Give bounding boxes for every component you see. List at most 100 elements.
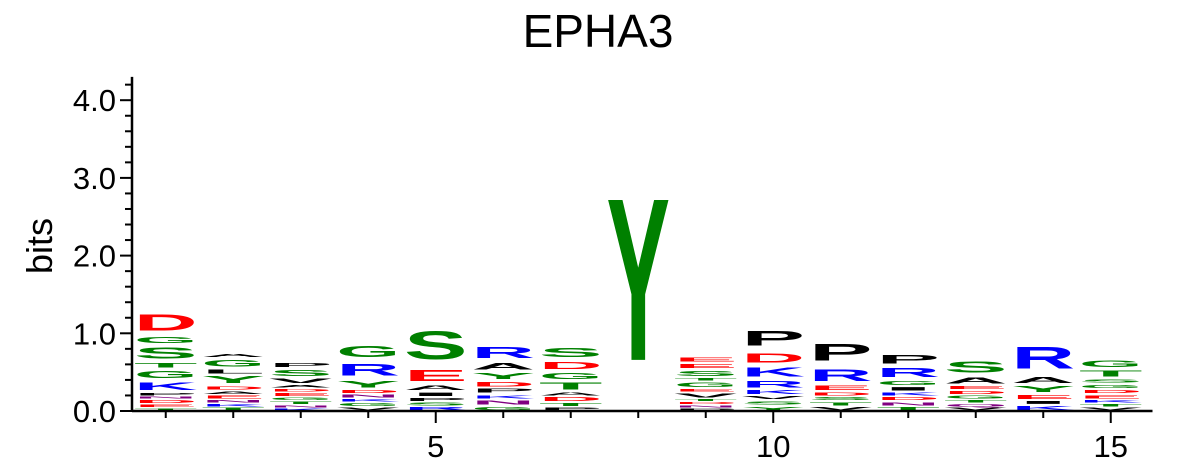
logo-letter: S — [134, 345, 197, 362]
logo-letter: I — [877, 386, 940, 391]
logo-glyphs: TEDNPKGTSGDTKNEADYLGAKNTGEDAVSPVGKNDYRGR… — [134, 149, 1143, 411]
logo-letter: P — [742, 326, 805, 350]
logo-letter: K — [742, 365, 805, 379]
logo-letter: G — [1079, 384, 1142, 389]
logo-letter: D — [539, 360, 603, 372]
logo-letter: N — [337, 394, 401, 399]
logo-letter: T — [944, 399, 1008, 403]
logo-letter: T — [269, 401, 333, 405]
logo-letter: D — [472, 381, 536, 388]
logo-letter: E — [269, 392, 332, 397]
logo-letter: A — [472, 361, 536, 371]
logo-letter: G — [134, 369, 197, 380]
logo-letter: D — [1079, 389, 1143, 394]
logo-letter: E — [202, 395, 265, 400]
logo-letter: T — [134, 362, 198, 369]
logo-letter: T — [202, 407, 266, 411]
logo-letter: E — [1012, 394, 1075, 400]
logo-letter: Q — [944, 403, 1007, 407]
logo-letter: G — [944, 395, 1007, 400]
logo-letter: E — [809, 385, 872, 392]
y-tick-label: 0.0 — [73, 394, 116, 429]
logo-letter: P — [877, 353, 940, 366]
logo-letter: A — [539, 392, 603, 397]
logo-letter: R — [1012, 340, 1075, 375]
logo-letter: K — [1012, 405, 1076, 411]
logo-letter: N — [674, 405, 737, 408]
logo-letter: K — [1079, 399, 1143, 403]
y-tick-label: 3.0 — [73, 161, 116, 196]
logo-letter: P — [269, 362, 332, 368]
logo-letter: N — [877, 401, 940, 406]
logo-letter: V — [1079, 407, 1143, 411]
logo-letter: T — [1079, 369, 1142, 378]
logo-letter: A — [202, 353, 265, 358]
logo-letter: K — [742, 389, 806, 395]
logo-letter: S — [809, 396, 872, 401]
logo-letter: D — [202, 385, 265, 390]
x-tick-label: 5 — [427, 429, 444, 464]
logo-letter: G — [539, 371, 602, 380]
y-tick-label: 4.0 — [73, 83, 116, 118]
logo-letter: Y — [1012, 385, 1076, 394]
logo-letter: T — [1079, 403, 1143, 407]
logo-letter: S — [674, 369, 738, 377]
logo-letter: T — [809, 401, 873, 406]
logo-letter: G — [877, 380, 940, 386]
logo-letter: A — [404, 385, 468, 392]
logo-letter: A — [202, 391, 266, 395]
logo-letter: P — [472, 388, 535, 394]
logo-letter: D — [674, 402, 737, 405]
logo-letter: G — [472, 406, 535, 411]
logo-letter: Y — [742, 406, 805, 411]
logo-letter: G — [134, 336, 197, 345]
logo-letter: E — [1079, 394, 1142, 399]
logo-letter: V — [337, 407, 401, 411]
logo-letter: D — [944, 390, 1008, 395]
logo-letter: R — [472, 344, 535, 362]
logo-letter: T — [539, 381, 602, 392]
y-tick-label: 2.0 — [73, 239, 116, 274]
logo-letter: G — [674, 382, 737, 389]
logo-letter: I — [404, 392, 467, 397]
logo-letter: D — [134, 310, 197, 336]
logo-letter: V — [674, 392, 738, 398]
y-axis-label: bits — [19, 218, 60, 274]
logo-letter: K — [877, 392, 941, 397]
logo-letter: E — [674, 388, 737, 392]
logo-letter: D — [269, 389, 333, 393]
logo-letter: Y — [337, 379, 401, 389]
x-tick-label: 15 — [1094, 429, 1128, 464]
logo-letter: R — [809, 366, 873, 384]
logo-letter: E — [674, 363, 737, 369]
logo-letter: D — [809, 392, 873, 397]
logo-letter: T — [539, 402, 603, 407]
logo-letter: N — [134, 396, 197, 399]
logo-letter: A — [269, 385, 333, 389]
logo-letter: V — [269, 378, 333, 385]
logo-letter: G — [337, 403, 400, 408]
logo-letter: E — [404, 368, 467, 385]
logo-letter: S — [1079, 378, 1142, 383]
logo-letter: R — [742, 379, 806, 389]
logo-letter: K — [337, 399, 401, 403]
logo-letter: S — [404, 402, 467, 407]
logo-letter: R — [337, 361, 401, 379]
logo-letter: E — [674, 357, 737, 363]
logo-letter: S — [944, 359, 1007, 376]
logo-letter: S — [539, 346, 602, 360]
logo-letter: Y — [202, 375, 266, 386]
logo-letter: S — [742, 400, 805, 405]
chart-axes: 0.0 1.0 2.0 3.0 4.0 5 10 15 — [73, 76, 1153, 464]
logo-letter: D — [539, 396, 602, 402]
logo-letter: V — [742, 395, 806, 400]
logo-letter: P — [674, 408, 738, 411]
logo-letter: G — [1079, 359, 1142, 369]
logo-letter: E — [134, 404, 197, 408]
logo-letter: Y — [607, 149, 670, 409]
logo-letter: P — [809, 339, 873, 366]
logo-letter: V — [809, 406, 873, 411]
y-tick-label: 1.0 — [73, 316, 116, 351]
logo-letter: P — [134, 392, 197, 396]
